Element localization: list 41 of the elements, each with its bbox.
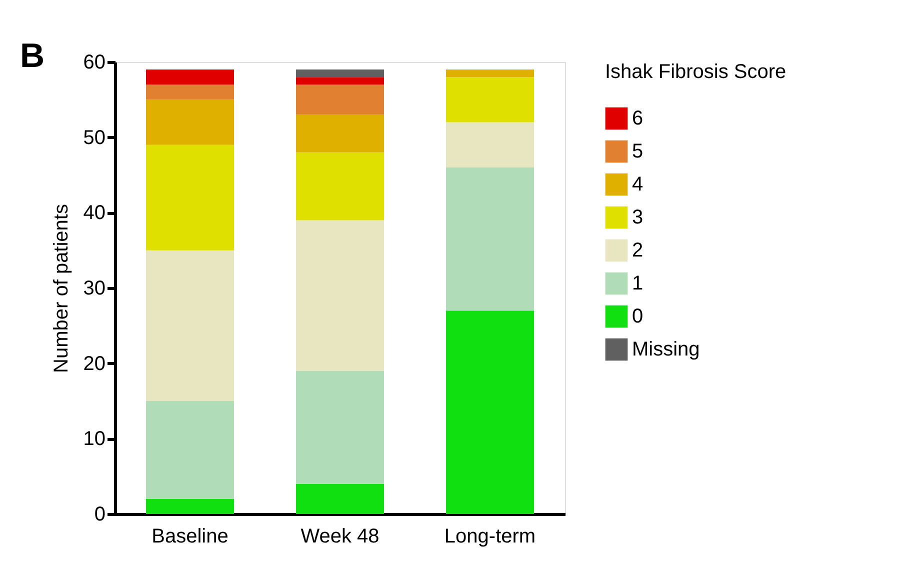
legend-label: 4 [632,174,644,196]
bar [146,498,234,514]
x-tick-label: Week 48 [300,526,380,548]
y-tick-label: 10 [83,428,106,450]
bar [296,70,384,78]
y-tick-label: 40 [83,202,106,224]
y-tick-label: 50 [83,126,106,149]
bar [296,220,384,371]
bar [296,84,384,115]
legend-label: 3 [632,206,644,228]
x-tick-label: Long-term [444,526,536,548]
bar [446,310,534,514]
y-tick-label: 30 [83,278,106,300]
legend-label: Missing [632,338,700,360]
bar [296,484,384,514]
bar [296,370,384,484]
bar [446,122,534,168]
legend-label: 2 [632,240,644,262]
legend-label: 5 [632,140,644,162]
bar [446,70,534,78]
legend-title: Ishak Fibrosis Score [605,61,786,83]
bar [146,100,234,145]
x-tick-label: Baseline [152,526,228,548]
y-tick-label: 60 [83,52,106,74]
bar [446,167,534,311]
bar [146,70,234,85]
bar [296,114,384,152]
bar [296,152,384,220]
y-tick-label: 0 [94,504,106,526]
legend-label: 6 [632,108,644,130]
bar [146,84,234,100]
bar [296,77,384,85]
legend-label: 1 [632,272,644,294]
text: B [20,37,45,75]
bar [446,77,534,122]
y-tick-label: 20 [83,352,106,375]
legend-label: 0 [632,306,644,328]
bar [146,144,234,250]
bar [146,250,234,401]
bar [146,401,234,499]
y-axis-title: Number of patients [50,204,72,373]
